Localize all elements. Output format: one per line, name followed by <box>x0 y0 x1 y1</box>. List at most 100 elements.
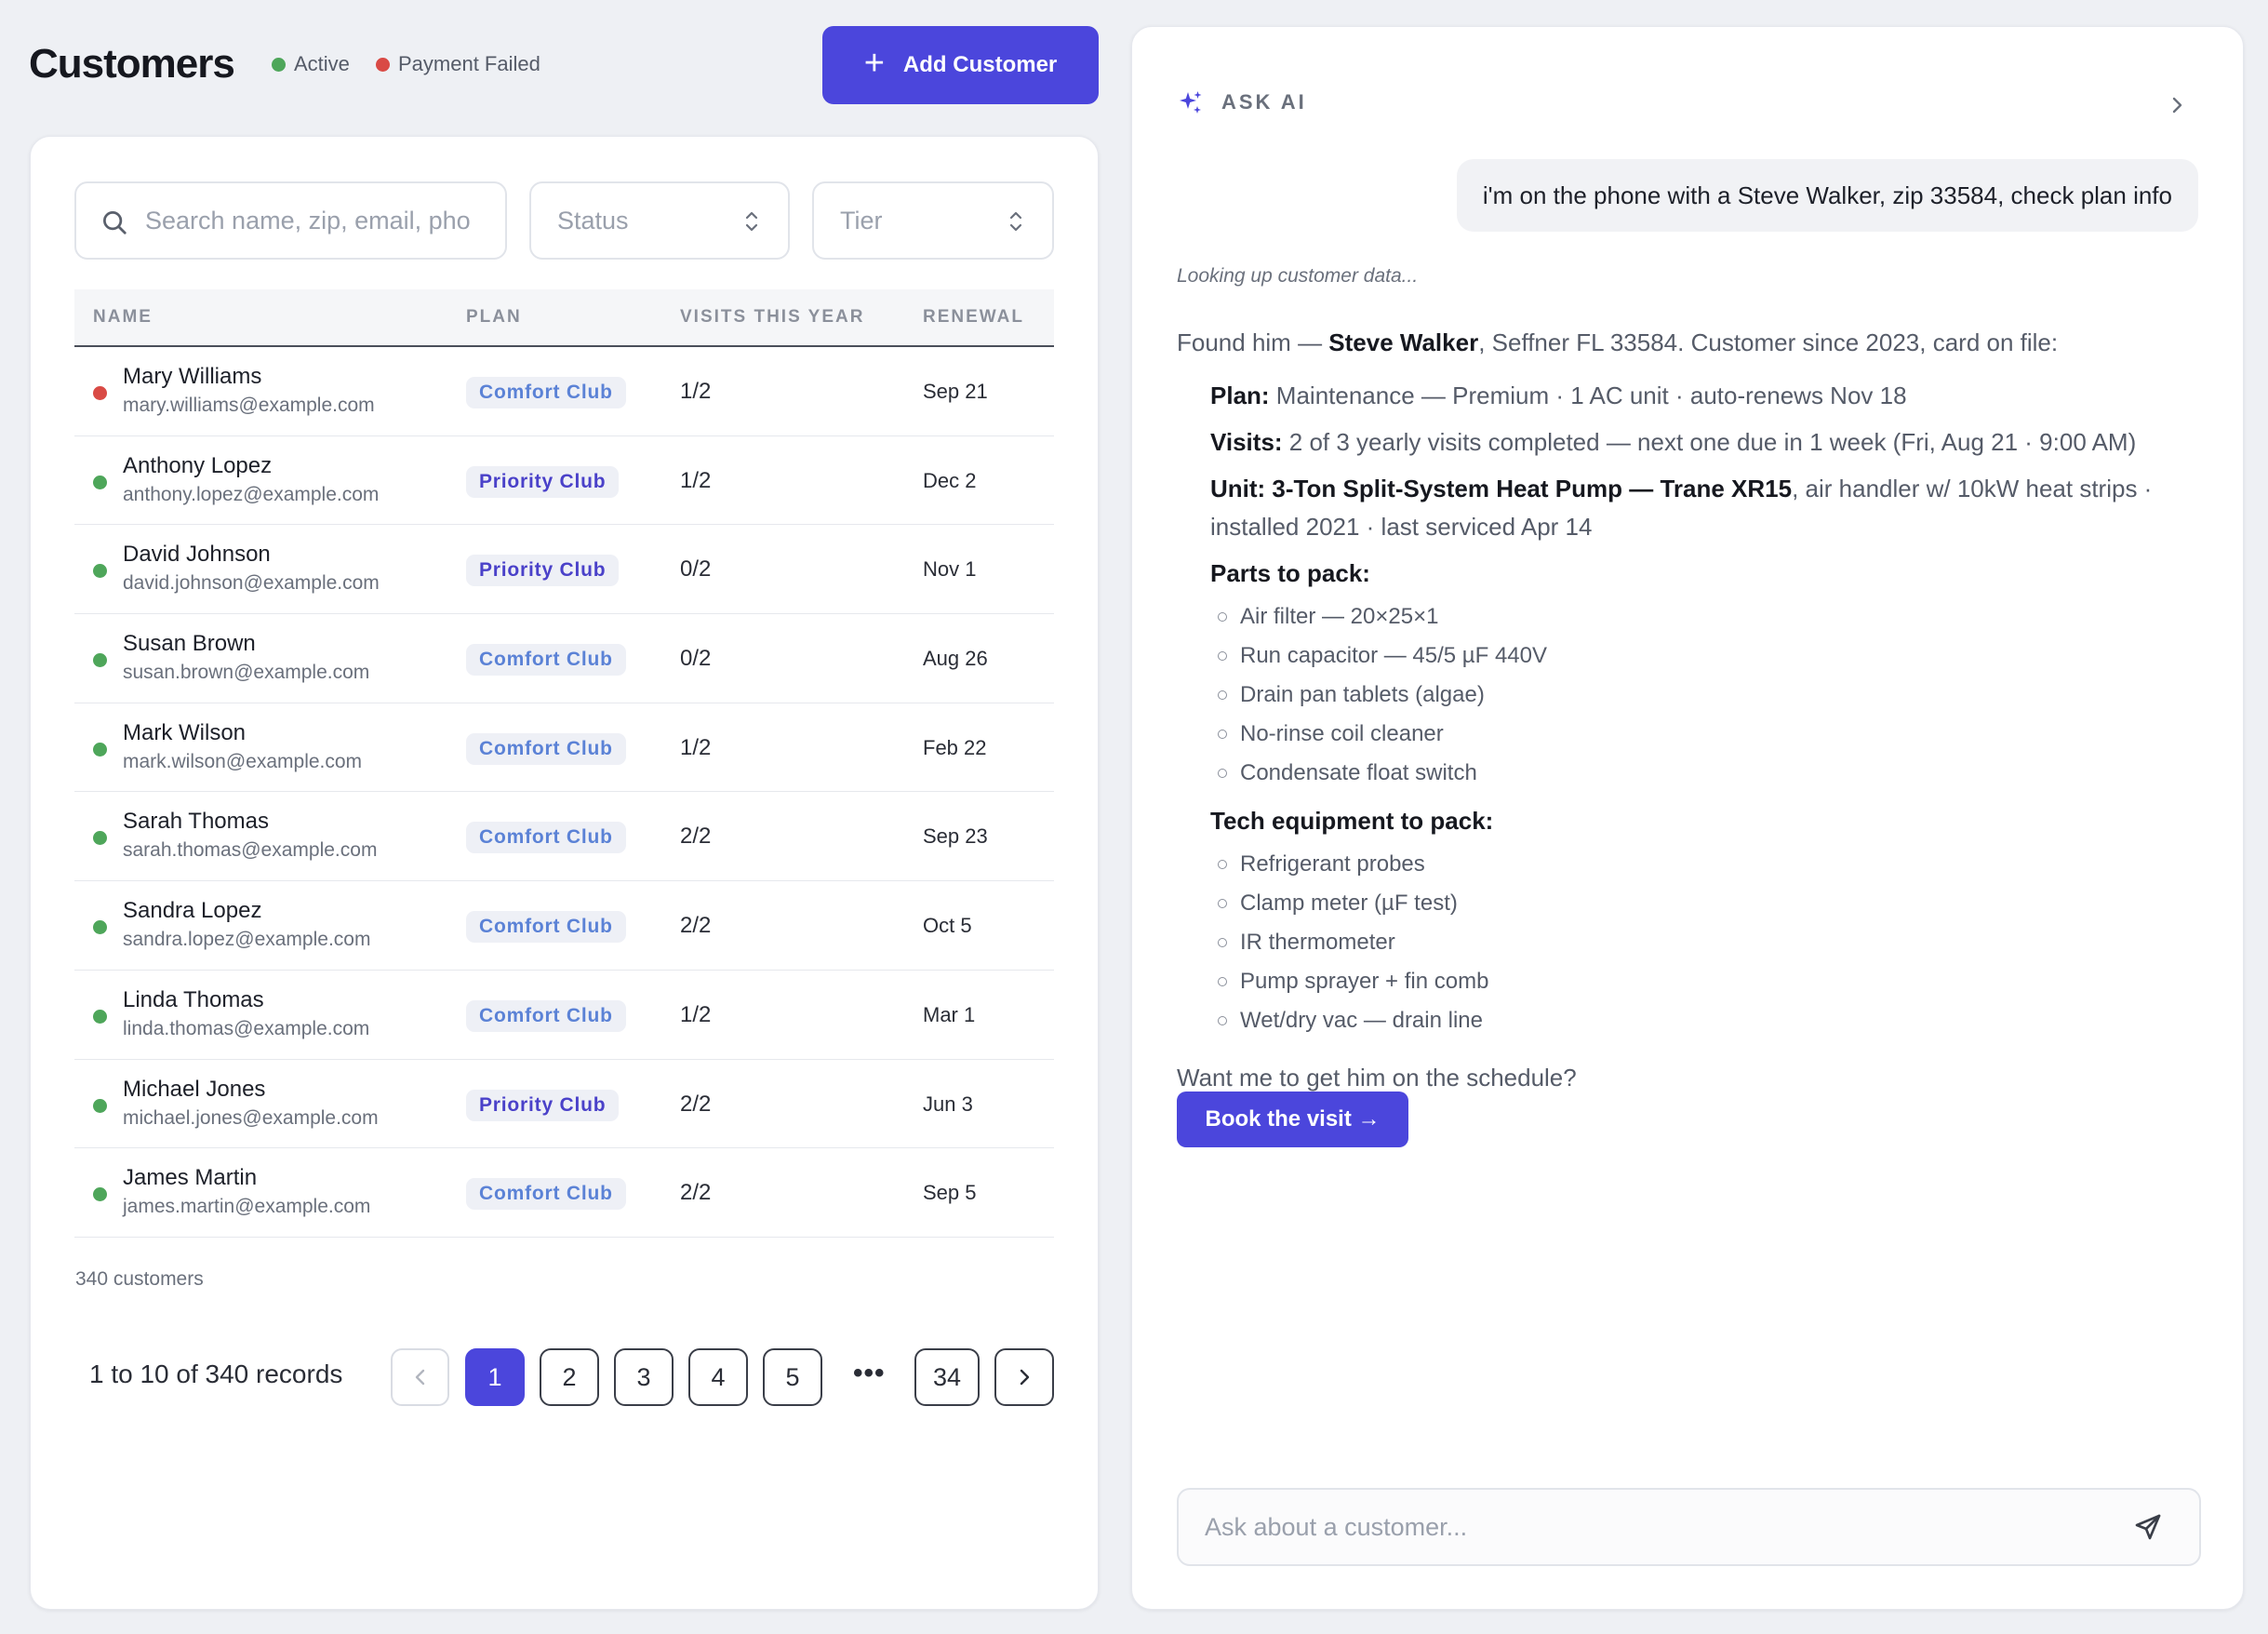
active-status-dot <box>93 920 107 935</box>
active-status-dot <box>93 831 107 846</box>
equipment-heading: Tech equipment to pack: <box>1210 807 1494 835</box>
bullet-icon <box>1218 651 1227 661</box>
renewal-date: Sep 5 <box>923 1181 977 1205</box>
bullet-icon <box>1218 612 1227 622</box>
active-status-dot <box>93 475 107 489</box>
column-header-plan[interactable]: PLAN <box>466 307 522 327</box>
payment-failed-dot <box>93 386 107 400</box>
customer-name[interactable]: Mark Wilson <box>123 719 247 745</box>
page-button-1[interactable]: 1 <box>465 1348 525 1406</box>
add-customer-button[interactable]: + Add Customer <box>822 26 1099 104</box>
renewal-date: Oct 5 <box>923 914 972 938</box>
customer-name[interactable]: Mary Williams <box>123 364 262 389</box>
plan-badge: Priority Club <box>466 1089 620 1121</box>
ai-unit-line-2: installed 2021 · last serviced Apr 14 <box>1210 513 1593 541</box>
visits-count: 1/2 <box>680 734 712 760</box>
table-row[interactable]: Sandra Lopez sandra.lopez@example.com Comf… <box>74 881 1054 971</box>
plan-badge: Comfort Club <box>466 911 626 944</box>
page-button-3[interactable]: 3 <box>614 1348 674 1406</box>
customer-name[interactable]: Sarah Thomas <box>123 809 269 835</box>
table-row[interactable]: Linda Thomas linda.thomas@example.com Comf… <box>74 971 1054 1060</box>
search-input[interactable]: Search name, zip, email, phone <box>74 181 507 260</box>
ai-unit-line: Unit: 3-Ton Split-System Heat Pump — Tra… <box>1210 475 2153 502</box>
plan-badge: Comfort Club <box>466 1178 626 1211</box>
ask-ai-input[interactable] <box>1177 1488 2201 1566</box>
active-status-dot <box>93 1009 107 1024</box>
legend-payment-failed: Payment Failed <box>376 52 540 76</box>
visits-count: 1/2 <box>680 1001 712 1027</box>
customer-name[interactable]: Linda Thomas <box>123 986 264 1012</box>
list-item: Refrigerant probes <box>1218 851 1425 877</box>
customer-email: susan.brown@example.com <box>123 662 370 684</box>
table-row[interactable]: Mark Wilson mark.wilson@example.com Comfor… <box>74 703 1054 793</box>
list-item: Air filter — 20×25×1 <box>1218 604 1438 630</box>
bullet-icon <box>1218 690 1227 700</box>
customer-name-highlight: Steve Walker <box>1328 328 1479 356</box>
collapse-panel-icon[interactable] <box>2167 87 2189 124</box>
page-button-2[interactable]: 2 <box>540 1348 599 1406</box>
column-header-renewal[interactable]: RENEWAL <box>923 307 1024 327</box>
customers-card: Search name, zip, email, phone Status Ti… <box>30 136 1099 1610</box>
customer-name[interactable]: David Johnson <box>123 542 271 568</box>
customer-email: david.johnson@example.com <box>123 572 380 595</box>
ai-followup: Want me to get him on the schedule? <box>1177 1064 1577 1092</box>
list-item: No-rinse coil cleaner <box>1218 721 1444 747</box>
sparkle-icon <box>1180 91 1202 114</box>
list-item: Run capacitor — 45/5 µF 440V <box>1218 643 1547 669</box>
renewal-date: Sep 23 <box>923 824 988 849</box>
table-row[interactable]: Susan Brown susan.brown@example.com Comfor… <box>74 614 1054 703</box>
plan-badge: Comfort Club <box>466 377 626 408</box>
search-placeholder: Search name, zip, email, phone <box>145 206 471 234</box>
page-button-last[interactable]: 34 <box>914 1348 980 1406</box>
active-status-dot <box>93 1098 107 1113</box>
customer-email: sandra.lopez@example.com <box>123 929 371 951</box>
book-visit-button[interactable]: Book the visit → <box>1177 1092 1408 1147</box>
renewal-date: Nov 1 <box>923 557 977 582</box>
status-select-label: Status <box>557 206 629 234</box>
visits-count: 1/2 <box>680 467 712 493</box>
previous-page-button[interactable] <box>391 1348 449 1406</box>
legend-active: Active <box>272 52 350 76</box>
customer-name[interactable]: Sandra Lopez <box>123 898 262 924</box>
list-item: Drain pan tablets (algae) <box>1218 682 1485 708</box>
customer-email: sarah.thomas@example.com <box>123 839 378 862</box>
renewal-date: Jun 3 <box>923 1092 973 1116</box>
visits-count: 2/2 <box>680 824 712 850</box>
ai-found-line: Found him — Steve Walker, Seffner FL 335… <box>1177 328 2059 356</box>
column-header-name[interactable]: NAME <box>93 307 153 327</box>
send-icon[interactable] <box>2133 1512 2163 1542</box>
table-row[interactable]: David Johnson david.johnson@example.com Pr… <box>74 525 1054 615</box>
customer-name[interactable]: Michael Jones <box>123 1076 266 1102</box>
visits-count: 2/2 <box>680 1091 712 1117</box>
list-item: Pump sprayer + fin comb <box>1218 969 1488 995</box>
chevron-up-down-icon <box>1009 211 1022 232</box>
ai-plan-line: Plan: Maintenance — Premium · 1 AC unit … <box>1210 382 1907 409</box>
customer-name[interactable]: James Martin <box>123 1165 258 1191</box>
column-header-visits[interactable]: VISITS THIS YEAR <box>680 307 865 327</box>
table-row[interactable]: Michael Jones michael.jones@example.com Pr… <box>74 1060 1054 1149</box>
parts-heading: Parts to pack: <box>1210 559 1370 587</box>
renewal-date: Aug 26 <box>923 647 988 671</box>
bullet-icon <box>1218 769 1227 778</box>
customers-table: NAME PLAN VISITS THIS YEAR RENEWAL Mary … <box>74 289 1054 1238</box>
table-row[interactable]: Sarah Thomas sarah.thomas@example.com Comf… <box>74 792 1054 882</box>
status-select[interactable]: Status <box>529 181 790 260</box>
table-row[interactable]: James Martin james.martin@example.com Comf… <box>74 1148 1054 1238</box>
table-row[interactable]: Anthony Lopez anthony.lopez@example.com Pr… <box>74 436 1054 526</box>
page-button-5[interactable]: 5 <box>763 1348 822 1406</box>
active-status-dot <box>93 564 107 579</box>
bullet-icon <box>1218 730 1227 739</box>
visits-count: 2/2 <box>680 1180 712 1206</box>
page-button-4[interactable]: 4 <box>688 1348 748 1406</box>
table-row[interactable]: Mary Williams mary.williams@example.com Co… <box>74 347 1054 436</box>
tier-select[interactable]: Tier <box>812 181 1054 260</box>
customer-email: anthony.lopez@example.com <box>123 483 380 505</box>
customer-count: 340 customers <box>75 1268 204 1290</box>
tier-select-label: Tier <box>840 206 883 234</box>
next-page-button[interactable] <box>994 1348 1054 1406</box>
table-header: NAME PLAN VISITS THIS YEAR RENEWAL <box>74 289 1054 347</box>
list-item: Wet/dry vac — drain line <box>1218 1008 1483 1034</box>
customer-name[interactable]: Anthony Lopez <box>123 452 273 478</box>
customer-email: mark.wilson@example.com <box>123 750 363 772</box>
customer-name[interactable]: Susan Brown <box>123 631 256 657</box>
